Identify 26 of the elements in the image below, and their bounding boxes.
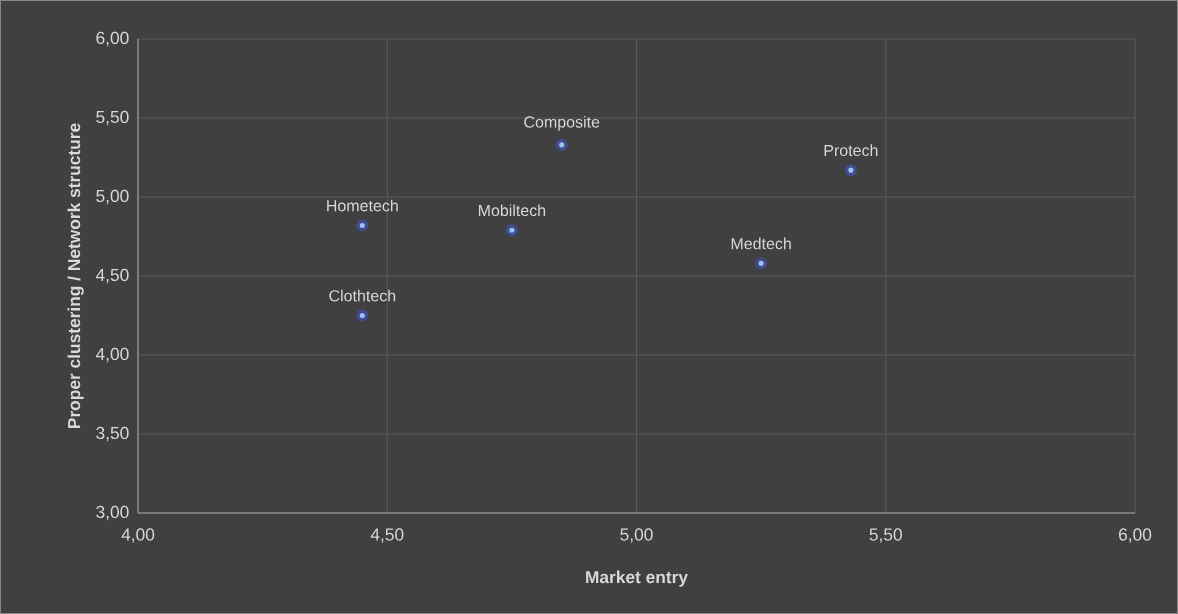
annotation: Clothtech — [329, 289, 396, 302]
y-tick-label: 4,00 — [95, 347, 129, 363]
point — [755, 257, 768, 270]
point — [555, 138, 568, 151]
y-tick-label: 5,00 — [96, 189, 129, 205]
y-tick-label: 5,50 — [96, 110, 129, 126]
point — [356, 309, 369, 322]
point — [356, 219, 369, 232]
y-tick-label: 4,50 — [95, 268, 129, 284]
x-tick-label: 4,50 — [370, 528, 404, 543]
x-axis-title: Market entry — [586, 570, 688, 587]
annotation: Composite — [524, 115, 600, 131]
point — [844, 164, 857, 177]
y-tick-label: 3,50 — [96, 426, 129, 442]
x-tick-label: 5,00 — [620, 528, 653, 543]
annotation: Hometech — [327, 199, 398, 212]
x-tick-label: 5,50 — [869, 528, 902, 543]
annotation: Medtech — [731, 237, 791, 250]
y-axis-title: Proper clustering / Network structure — [67, 123, 84, 428]
point — [505, 224, 518, 237]
annotation: Mobiltech — [478, 204, 546, 217]
y-tick-label: 6,00 — [96, 31, 129, 47]
y-tick-label: 3,00 — [96, 505, 129, 521]
x-tick-label: 6,00 — [1119, 528, 1152, 543]
annotation: Protech — [824, 144, 878, 157]
x-tick-label: 4,00 — [121, 528, 155, 543]
